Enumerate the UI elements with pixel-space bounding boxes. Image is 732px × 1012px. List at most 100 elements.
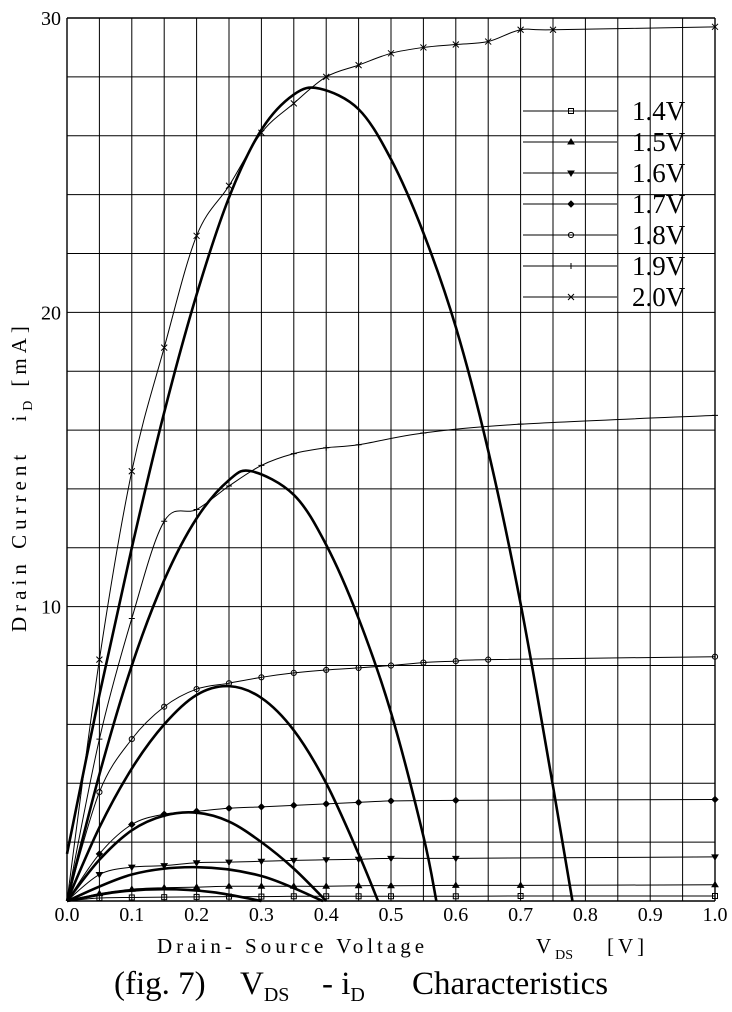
tick-labels: 0.0 0.1 0.2 0.3 0.4 0.5 0.6 0.7 0.8 0.9 1.0 10 20 30 (41, 8, 728, 926)
data-point (96, 788, 103, 796)
data-point (387, 662, 395, 669)
legend-label: 2.0V (632, 282, 686, 312)
data-point (451, 881, 460, 888)
series-line (66, 26, 716, 902)
data-point (257, 803, 266, 811)
x-tick-label: 1.0 (703, 904, 728, 926)
data-point (128, 894, 135, 901)
data-point (387, 881, 395, 889)
data-point (388, 893, 394, 900)
data-point (127, 864, 136, 872)
data-point (257, 882, 266, 889)
legend-entry: 1.8V (523, 220, 686, 250)
data-point (355, 441, 362, 448)
data-point (290, 669, 297, 676)
data-point (289, 857, 298, 865)
y-tick-label: 10 (41, 597, 61, 619)
data-point (95, 889, 104, 897)
data-point (451, 855, 460, 863)
x-tick-label: 0.7 (508, 904, 533, 926)
data-point (193, 506, 200, 513)
data-point (516, 881, 525, 888)
data-point (258, 129, 265, 137)
data-point (226, 893, 232, 900)
data-point (128, 820, 136, 829)
data-point (193, 685, 200, 693)
y-axis-title: Drain Current (7, 450, 31, 632)
data-point (712, 892, 718, 899)
data-point (387, 855, 395, 863)
series-1.8V (66, 653, 719, 902)
legend-entry: 1.4V (523, 96, 686, 126)
data-point (128, 736, 135, 743)
data-point (452, 893, 459, 900)
data-point (225, 882, 233, 889)
legend-marker (568, 263, 574, 269)
series-1.4V (66, 892, 718, 902)
data-point (128, 615, 135, 622)
svg-text:Drain Current iD[mA]: Drain Current iD [mA] (7, 321, 36, 632)
data-point (323, 444, 330, 451)
data-point (161, 518, 168, 525)
series-line (66, 798, 716, 902)
data-point (161, 703, 168, 710)
data-point (322, 882, 331, 889)
data-point (95, 872, 104, 879)
series-line (66, 656, 716, 902)
data-point (323, 893, 330, 900)
series-line (66, 895, 716, 902)
series-1.5V (66, 880, 719, 902)
caption-i-subscript: D (350, 984, 364, 1006)
data-point (711, 880, 719, 888)
data-point (257, 858, 266, 866)
data-point (193, 232, 200, 240)
legend-label: 1.5V (632, 127, 686, 157)
legend-label: 1.7V (632, 189, 686, 219)
data-point (355, 61, 362, 69)
caption-prefix: (fig. 7) (114, 966, 206, 1002)
legend-label: 1.6V (632, 158, 686, 188)
data-point (160, 863, 169, 870)
caption-suffix: Characteristics (412, 966, 608, 1002)
data-point (711, 795, 719, 804)
legend-entry: 1.6V (523, 158, 686, 188)
legend-marker (568, 108, 574, 114)
data-point (193, 893, 200, 900)
data-point (355, 664, 362, 671)
y-tick-label: 30 (41, 8, 61, 30)
data-point (387, 49, 395, 57)
series-1.9V (66, 412, 718, 902)
x-axis-unit: [V] (607, 934, 648, 958)
caption-v: V (240, 966, 264, 1002)
data-point (549, 26, 557, 34)
series-line (66, 414, 716, 902)
data-point (323, 666, 330, 674)
data-point (711, 23, 719, 31)
legend: 1.4V1.5V1.6V1.7V1.8V1.9V2.0V (523, 96, 686, 312)
data-point (387, 797, 395, 805)
legend-marker (567, 170, 575, 177)
grid (66, 17, 716, 902)
x-tick-label: 0.1 (119, 904, 144, 926)
data-point (484, 38, 492, 45)
data-point (711, 653, 719, 660)
data-point (96, 656, 103, 664)
legend-label: 1.8V (632, 220, 686, 250)
data-point (192, 883, 201, 890)
legend-marker (567, 138, 575, 145)
x-axis-label: Drain- Source Voltage VDS [V] (157, 934, 648, 963)
data-point (258, 893, 265, 900)
x-axis-subscript: DS (555, 948, 573, 963)
data-point (355, 893, 362, 900)
boundary-curve (65, 86, 574, 902)
data-point (95, 850, 104, 858)
caption-dash: - i (322, 966, 350, 1002)
data-point (225, 859, 233, 867)
data-point (354, 798, 363, 807)
data-point (161, 894, 168, 901)
legend-entry: 1.5V (523, 127, 686, 157)
data-point (225, 680, 233, 687)
y-axis-label: Drain Current iD [mA] (7, 321, 36, 632)
x-axis-symbol: V (536, 934, 555, 958)
